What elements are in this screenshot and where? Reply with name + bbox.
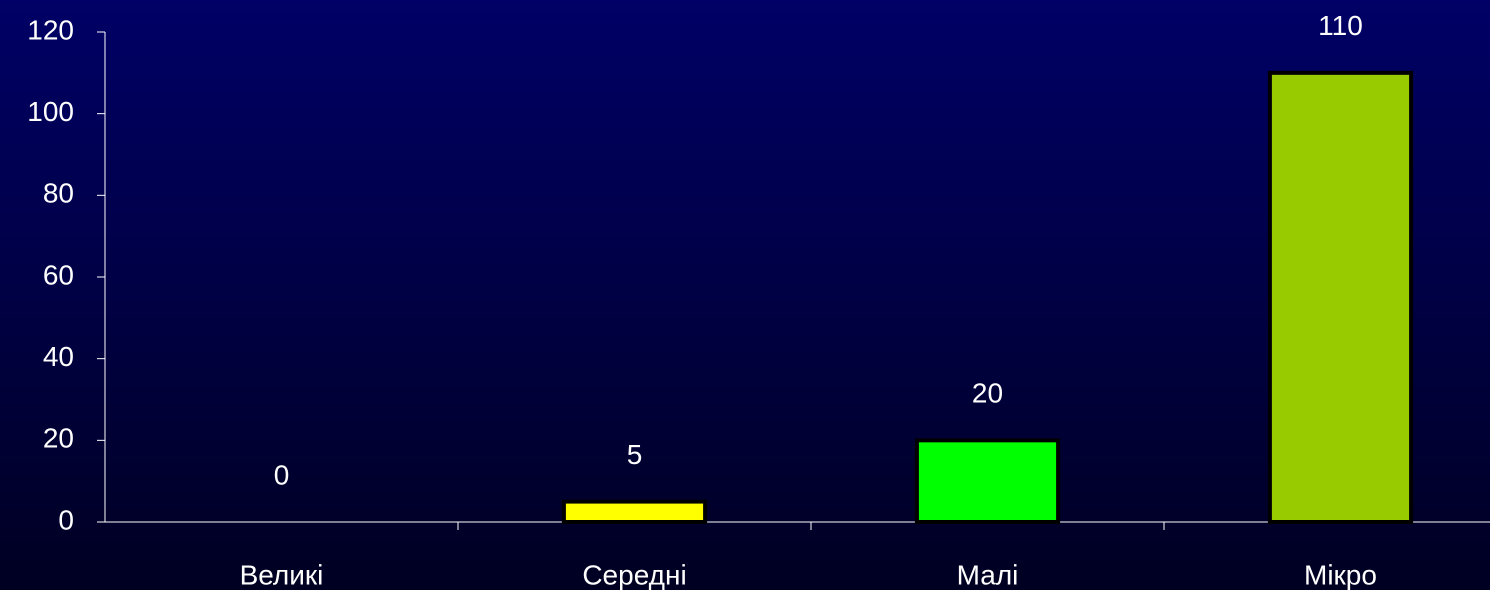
value-label: 110 — [1318, 10, 1363, 41]
bar — [1267, 70, 1414, 524]
y-tick-label: 100 — [27, 96, 74, 127]
y-tick-label: 20 — [43, 423, 74, 454]
value-label: 0 — [274, 459, 290, 490]
x-tick-label: Малі — [957, 559, 1019, 590]
bar — [914, 438, 1061, 525]
y-tick-label: 80 — [43, 178, 74, 209]
x-tick-label: Середні — [582, 559, 686, 590]
y-tick-label: 40 — [43, 341, 74, 372]
bar — [561, 499, 708, 525]
x-tick-label: Мікро — [1304, 559, 1377, 590]
y-tick-label: 120 — [27, 14, 74, 45]
x-tick-label: Великі — [240, 559, 324, 590]
y-tick-label: 0 — [58, 504, 74, 535]
y-tick-label: 60 — [43, 259, 74, 290]
value-label: 20 — [972, 378, 1003, 409]
value-label: 5 — [627, 439, 643, 470]
